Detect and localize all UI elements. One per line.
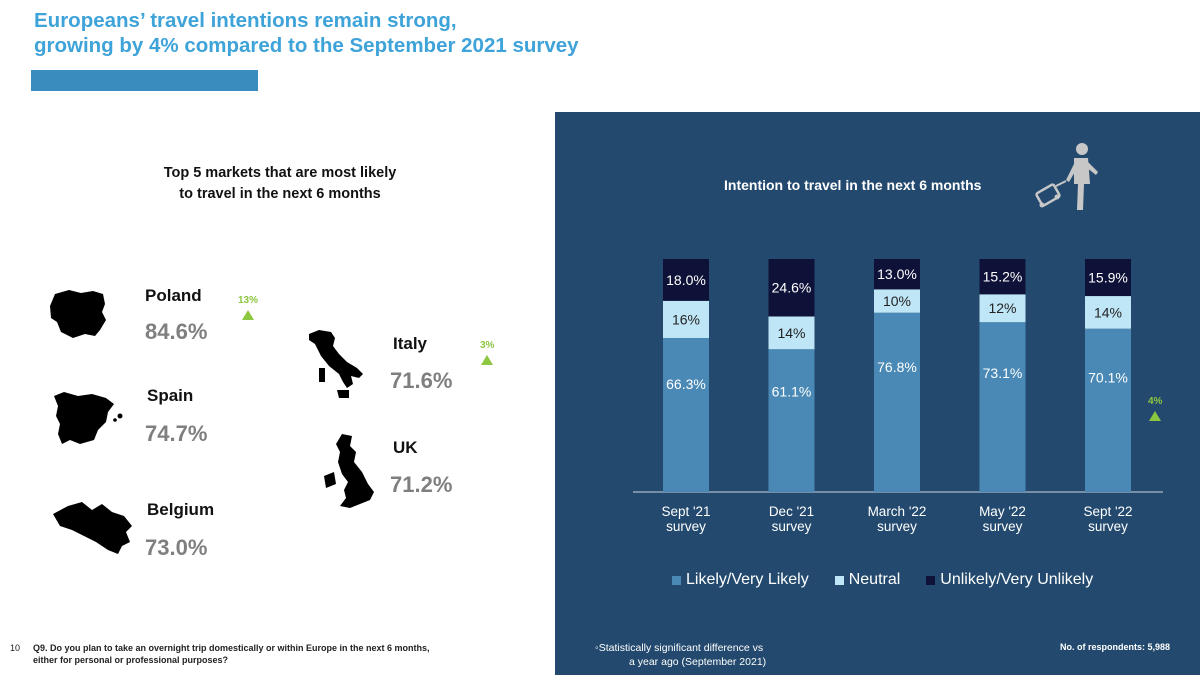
bar-segment-neutral bbox=[979, 294, 1026, 323]
market-name: Belgium bbox=[147, 500, 215, 519]
market-name: Italy bbox=[393, 334, 428, 353]
page-title-line1: Europeans’ travel intentions remain stro… bbox=[34, 9, 457, 32]
data-label-unlikely: 18.0% bbox=[666, 272, 706, 288]
data-label-neutral: 10% bbox=[883, 293, 911, 309]
legend-label: Neutral bbox=[848, 571, 901, 588]
up-triangle-icon bbox=[242, 310, 254, 320]
market-value: 84.6% bbox=[145, 319, 208, 344]
legend-label: Unlikely/Very Unlikely bbox=[940, 571, 1094, 588]
data-label-unlikely: 13.0% bbox=[877, 266, 917, 282]
change-label: 4% bbox=[1148, 396, 1163, 407]
data-label-unlikely: 24.6% bbox=[772, 280, 812, 296]
bar-segment-unlikely bbox=[663, 259, 709, 301]
data-label-likely: 61.1% bbox=[772, 383, 812, 399]
market-name: Poland bbox=[145, 286, 202, 305]
bar-segment-neutral bbox=[663, 300, 709, 338]
market-name: UK bbox=[393, 438, 418, 457]
x-tick-label: Sept '21 bbox=[661, 504, 710, 519]
bar-segment-unlikely bbox=[979, 259, 1026, 295]
uk-map-icon bbox=[324, 434, 374, 508]
legend-item-neutral: Neutral bbox=[834, 571, 901, 589]
legend-swatch bbox=[926, 575, 936, 585]
bar-segment-neutral bbox=[768, 316, 815, 350]
market-value: 71.6% bbox=[390, 368, 453, 393]
page-title-line2: growing by 4% compared to the September … bbox=[34, 34, 579, 57]
x-tick-label: March '22 bbox=[868, 504, 927, 519]
up-triangle-icon bbox=[481, 355, 494, 365]
change-indicator-chart: 4% bbox=[1148, 396, 1162, 421]
bar-segment-unlikely bbox=[874, 259, 920, 290]
change-indicator-italy: 3% bbox=[480, 340, 494, 365]
bar-segment-unlikely bbox=[768, 259, 815, 317]
data-label-likely: 76.8% bbox=[877, 359, 917, 375]
markets-heading-line1: Top 5 markets that are most likely bbox=[163, 165, 397, 181]
data-label-neutral: 16% bbox=[672, 311, 700, 327]
spain-map-icon bbox=[54, 392, 123, 444]
change-label: 13% bbox=[238, 295, 259, 306]
data-label-unlikely: 15.2% bbox=[983, 269, 1023, 285]
legend-item-unlikely: Unlikely/Very Unlikely bbox=[926, 571, 1093, 589]
chart-legend: Likely/Very Likely Neutral Unlikely/Very… bbox=[672, 571, 1093, 589]
x-tick-label: survey bbox=[983, 519, 1023, 534]
bar-segment-neutral bbox=[874, 289, 920, 313]
x-tick-label: Dec '21 bbox=[769, 504, 814, 519]
change-indicator-poland: 13% bbox=[238, 295, 258, 320]
x-tick-label: May '22 bbox=[979, 504, 1026, 519]
legend-item-likely: Likely/Very Likely bbox=[672, 571, 809, 589]
data-label-likely: 66.3% bbox=[666, 376, 706, 392]
markets-heading-line2: to travel in the next 6 months bbox=[179, 186, 381, 202]
market-value: 74.7% bbox=[145, 421, 208, 446]
bar-segment-likely bbox=[874, 312, 920, 492]
bar-segment-neutral bbox=[1085, 296, 1131, 329]
significance-note-line1: ◦Statistically significant difference vs bbox=[595, 642, 764, 654]
x-tick-label: survey bbox=[772, 519, 812, 534]
bar-segment-likely bbox=[663, 337, 709, 492]
data-label-neutral: 14% bbox=[1094, 304, 1122, 320]
title-accent-bar bbox=[31, 70, 258, 91]
belgium-map-icon bbox=[53, 502, 132, 554]
page-number: 10 bbox=[10, 643, 21, 653]
market-value: 71.2% bbox=[390, 472, 453, 497]
data-label-neutral: 12% bbox=[988, 300, 1016, 316]
data-label-likely: 73.1% bbox=[983, 365, 1023, 381]
page-title: Europeans’ travel intentions remain stro… bbox=[34, 8, 634, 58]
respondents-count: No. of respondents: 5,988 bbox=[1060, 642, 1171, 652]
stacked-bar-chart: 66.3%16%18.0%Sept '21survey61.1%14%24.6%… bbox=[633, 259, 1163, 534]
markets-heading: Top 5 markets that are most likely to tr… bbox=[130, 163, 430, 205]
significance-note: ◦Statistically significant difference vs… bbox=[595, 641, 795, 669]
bar-segment-likely bbox=[1085, 328, 1131, 492]
legend-swatch bbox=[834, 575, 844, 585]
data-label-likely: 70.1% bbox=[1088, 370, 1128, 386]
bar-segment-likely bbox=[768, 349, 815, 492]
poland-map-icon bbox=[50, 290, 106, 338]
significance-note-line2: a year ago (September 2021) bbox=[629, 656, 767, 668]
x-tick-label: survey bbox=[877, 519, 917, 534]
bar-segment-likely bbox=[979, 322, 1026, 492]
chart-title: Intention to travel in the next 6 months bbox=[724, 177, 982, 193]
change-label: 3% bbox=[480, 340, 495, 351]
market-name: Spain bbox=[147, 386, 194, 405]
x-tick-label: survey bbox=[1088, 519, 1128, 534]
bar-segment-unlikely bbox=[1085, 259, 1131, 297]
legend-swatch bbox=[672, 575, 681, 585]
up-triangle-icon bbox=[1149, 411, 1162, 421]
x-tick-label: Sept '22 bbox=[1083, 504, 1132, 519]
survey-question-footnote: Q9. Do you plan to take an overnight tri… bbox=[33, 643, 430, 665]
data-label-unlikely: 15.9% bbox=[1088, 270, 1128, 286]
data-label-neutral: 14% bbox=[777, 325, 805, 341]
italy-map-icon bbox=[309, 330, 363, 398]
market-value: 73.0% bbox=[145, 535, 208, 560]
legend-label: Likely/Very Likely bbox=[686, 571, 809, 588]
traveler-with-suitcase-icon bbox=[1035, 143, 1098, 210]
x-tick-label: survey bbox=[666, 519, 706, 534]
